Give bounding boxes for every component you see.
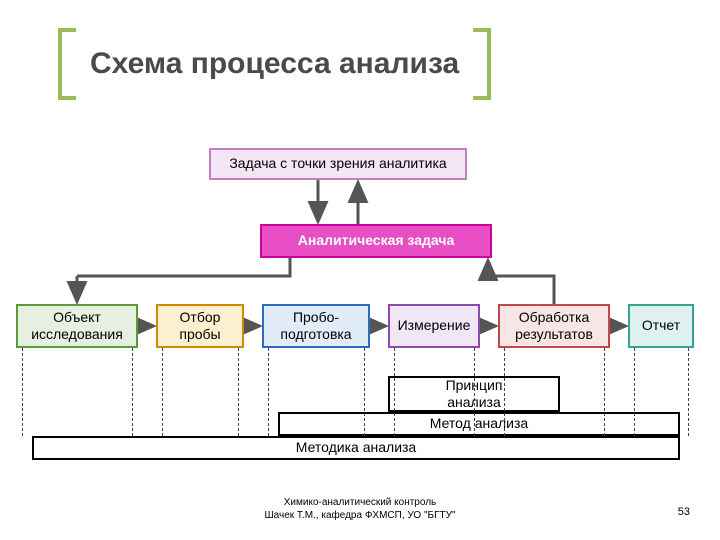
bracket-right (473, 28, 491, 100)
dashed-connector (238, 348, 239, 436)
box-methodology: Методика анализа (32, 436, 680, 460)
box-object: Объект исследования (16, 304, 138, 348)
page-title: Схема процесса анализа (90, 47, 459, 81)
dashed-connector (364, 348, 365, 436)
box-measurement: Измерение (388, 304, 480, 348)
dashed-connector (394, 348, 395, 436)
dashed-connector (474, 348, 475, 436)
dashed-connector (22, 348, 23, 436)
dashed-connector (268, 348, 269, 436)
box-task-analyst-view: Задача с точки зрения аналитика (209, 148, 467, 180)
footer-line-1: Химико-аналитический контроль (284, 497, 437, 508)
dashed-connector (504, 348, 505, 436)
dashed-connector (604, 348, 605, 436)
dashed-connector (688, 348, 689, 436)
footer-line-2: Шачек Т.М., кафедра ФХМСП, УО "БГТУ" (264, 510, 455, 521)
footer: Химико-аналитический контроль Шачек Т.М.… (0, 496, 720, 522)
box-report: Отчет (628, 304, 694, 348)
dashed-connector (634, 348, 635, 436)
dashed-connector (162, 348, 163, 436)
box-sample-prep: Пробо- подготовка (262, 304, 370, 348)
dashed-connector (132, 348, 133, 436)
title-area: Схема процесса анализа (58, 28, 491, 100)
box-method: Метод анализа (278, 412, 680, 436)
bracket-left (58, 28, 76, 100)
box-processing: Обработка результатов (498, 304, 610, 348)
box-sampling: Отбор пробы (156, 304, 244, 348)
page-number: 53 (678, 506, 690, 518)
box-analytical-task: Аналитическая задача (260, 224, 492, 258)
